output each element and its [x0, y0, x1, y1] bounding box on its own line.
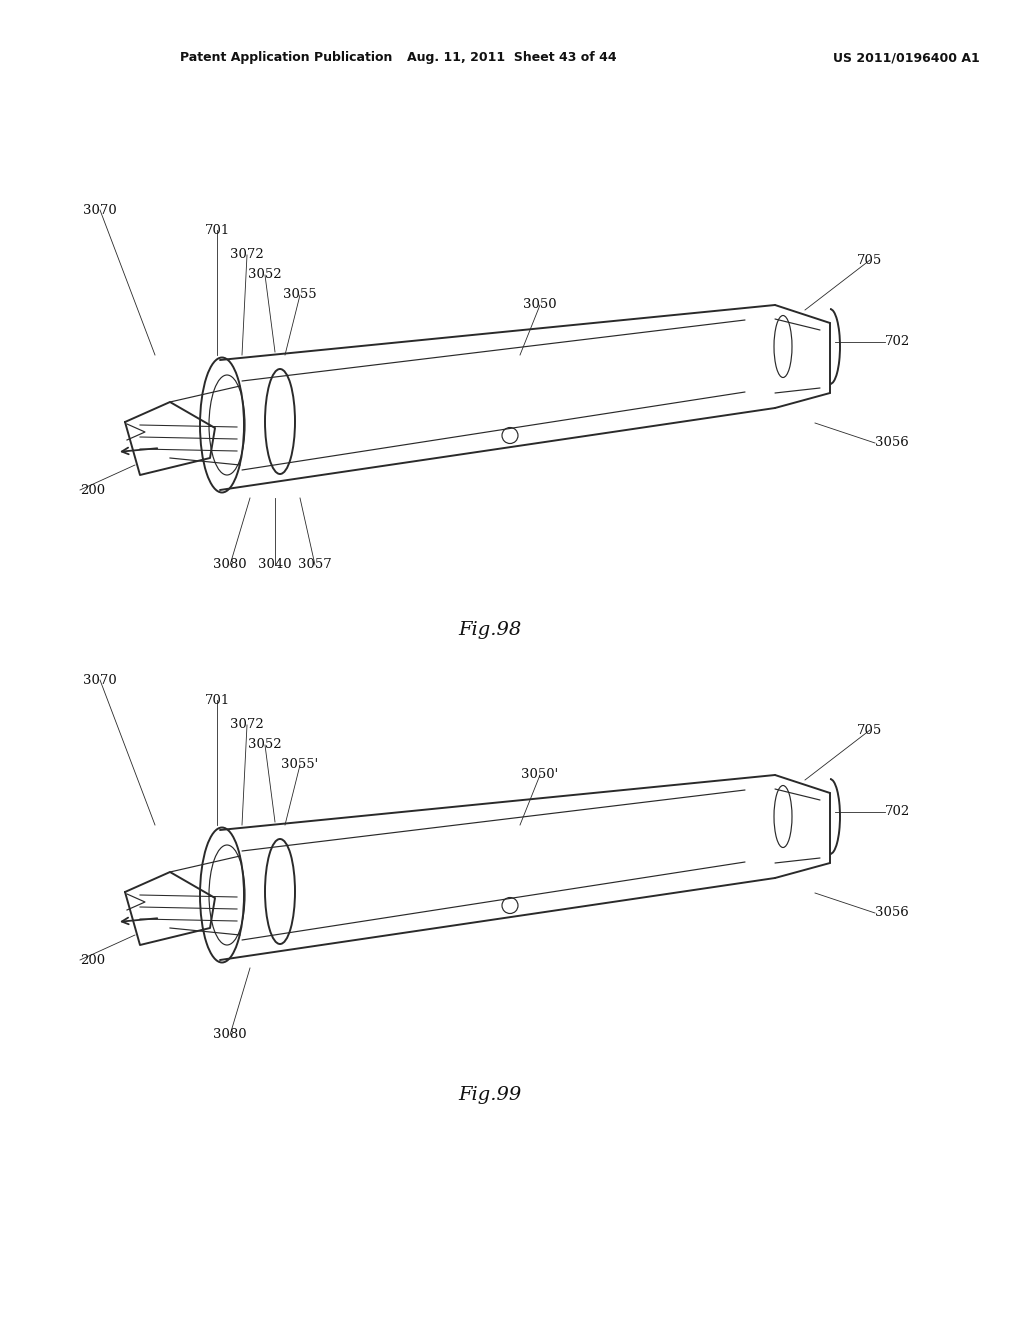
Text: 705: 705	[857, 723, 883, 737]
Text: 3055': 3055'	[282, 759, 318, 771]
Text: 200: 200	[80, 483, 105, 496]
Text: Aug. 11, 2011  Sheet 43 of 44: Aug. 11, 2011 Sheet 43 of 44	[408, 51, 616, 65]
Text: 3052: 3052	[248, 738, 282, 751]
Text: 3056: 3056	[874, 437, 908, 450]
Text: 3070: 3070	[83, 203, 117, 216]
Text: 3080: 3080	[213, 558, 247, 572]
Text: Fig.98: Fig.98	[459, 620, 521, 639]
Text: 702: 702	[885, 805, 910, 818]
Text: 200: 200	[80, 953, 105, 966]
Text: 3070: 3070	[83, 673, 117, 686]
Text: 3050': 3050'	[521, 768, 559, 781]
Text: Patent Application Publication: Patent Application Publication	[180, 51, 392, 65]
Text: 702: 702	[885, 335, 910, 348]
Text: 3040: 3040	[258, 558, 292, 572]
Text: 705: 705	[857, 253, 883, 267]
Text: 3057: 3057	[298, 558, 332, 572]
Text: 3055: 3055	[284, 289, 316, 301]
Text: Fig.99: Fig.99	[459, 1086, 521, 1104]
Text: 701: 701	[205, 693, 229, 706]
Text: 3056: 3056	[874, 907, 908, 920]
Text: 3050: 3050	[523, 298, 557, 312]
Text: 3072: 3072	[230, 248, 264, 261]
Text: US 2011/0196400 A1: US 2011/0196400 A1	[834, 51, 980, 65]
Text: 3072: 3072	[230, 718, 264, 731]
Text: 701: 701	[205, 223, 229, 236]
Text: 3080: 3080	[213, 1028, 247, 1041]
Text: 3052: 3052	[248, 268, 282, 281]
